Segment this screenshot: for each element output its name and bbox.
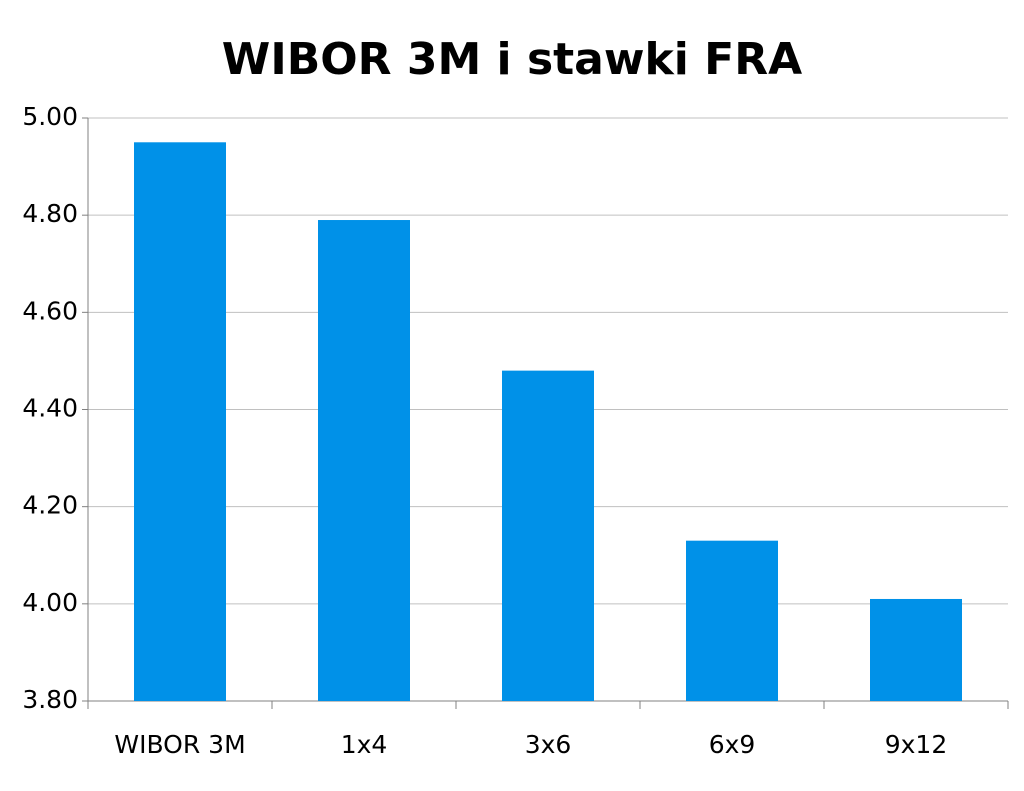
y-tick-label: 4.80: [22, 199, 78, 228]
bar: [502, 370, 594, 701]
y-tick-label: 4.00: [22, 588, 78, 617]
x-tick-label: 1x4: [341, 730, 388, 759]
chart-title: WIBOR 3M i stawki FRA: [222, 34, 802, 85]
bar: [134, 142, 226, 701]
x-tick-label: WIBOR 3M: [114, 730, 245, 759]
bar: [318, 220, 410, 701]
y-tick-label: 4.60: [22, 296, 78, 325]
y-tick-label: 4.20: [22, 491, 78, 520]
bar: [870, 598, 962, 701]
y-tick-label: 5.00: [22, 102, 78, 131]
x-tick-label: 6x9: [709, 730, 756, 759]
y-tick-label: 3.80: [22, 685, 78, 714]
y-tick-label: 4.40: [22, 394, 78, 423]
x-tick-label: 3x6: [525, 730, 572, 759]
bar: [686, 540, 778, 701]
x-tick-label: 9x12: [885, 730, 948, 759]
